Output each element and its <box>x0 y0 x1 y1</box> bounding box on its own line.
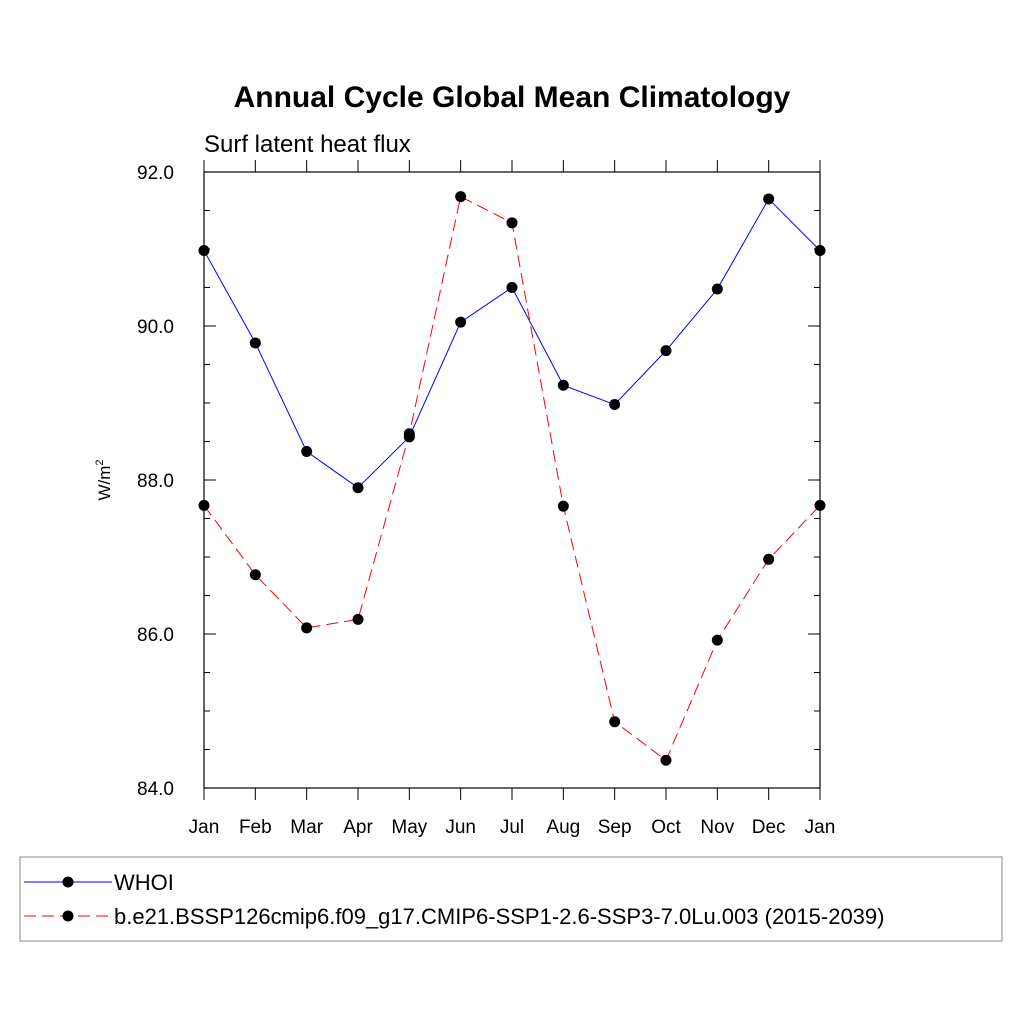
legend: WHOI b.e21.BSSP126cmip6.f09_g17.CMIP6-SSP… <box>19 856 1003 942</box>
series-0-point <box>557 379 569 391</box>
series-0-point <box>814 245 826 257</box>
series-0-point <box>249 337 261 349</box>
plot-area: Jan Feb Mar Apr May Jun Jul Aug Sep Oct Nov Dec Jan 8… <box>137 160 835 838</box>
x-tick-label: Jun <box>445 817 476 838</box>
legend-label-1: b.e21.BSSP126cmip6.f09_g17.CMIP6-SSP1-2.… <box>114 904 884 929</box>
x-tick-label: Aug <box>546 817 580 838</box>
series-1-point <box>711 634 723 646</box>
series-1-point <box>609 716 621 728</box>
series-1-point <box>198 499 210 511</box>
y-tick-label: 86.0 <box>137 625 174 646</box>
legend-marker-1 <box>62 910 74 922</box>
series-0-point <box>660 345 672 357</box>
series-line-1 <box>203 195 821 762</box>
x-tick-label: Jul <box>500 817 524 838</box>
y-tick-label: 84.0 <box>137 779 174 800</box>
y-tick-label: 88.0 <box>137 471 174 492</box>
x-tick-label: Apr <box>343 817 373 838</box>
series-1-point <box>557 500 569 512</box>
legend-box <box>19 856 1003 942</box>
legend-marker-0 <box>62 876 74 888</box>
series-0-point <box>763 193 775 205</box>
x-tick-label: Oct <box>651 817 681 838</box>
chart-title: Annual Cycle Global Mean Climatology <box>234 81 791 114</box>
plot-frame <box>203 171 821 789</box>
series-0-point <box>711 283 723 295</box>
series-0-point <box>455 316 467 328</box>
series-0-point <box>352 482 364 494</box>
y-tick-label: 90.0 <box>137 317 174 338</box>
series-1-point <box>352 613 364 625</box>
series-1-point <box>403 428 415 440</box>
y-axis-label: W/m2 <box>94 459 114 500</box>
x-tick-label: Jan <box>189 817 220 838</box>
x-tick-label: Nov <box>700 817 734 838</box>
x-tick-label: Sep <box>598 817 632 838</box>
chart-subtitle: Surf latent heat flux <box>204 131 411 158</box>
series-1-point <box>763 553 775 565</box>
series-1-point <box>455 191 467 203</box>
series-1-point <box>660 754 672 766</box>
x-tick-label: Mar <box>290 817 323 838</box>
x-tick-label: Dec <box>752 817 786 838</box>
series-line-0 <box>203 198 821 489</box>
x-tick-label: Jan <box>805 817 836 838</box>
y-tick-label: 92.0 <box>137 163 174 184</box>
series-1-point <box>506 217 518 229</box>
legend-label-0: WHOI <box>114 870 174 895</box>
series-0-point <box>301 446 313 458</box>
series-1-point <box>814 499 826 511</box>
x-tick-label: Feb <box>239 817 272 838</box>
y-axis-label-main: W/m <box>95 466 114 501</box>
x-tick-label: May <box>391 817 427 838</box>
series-0-point <box>506 282 518 293</box>
series-0-point <box>198 245 210 257</box>
series-0-point <box>609 399 621 411</box>
series-1-point <box>249 569 261 581</box>
series-1-point <box>301 622 313 634</box>
y-axis-label-superscript: 2 <box>94 459 106 465</box>
